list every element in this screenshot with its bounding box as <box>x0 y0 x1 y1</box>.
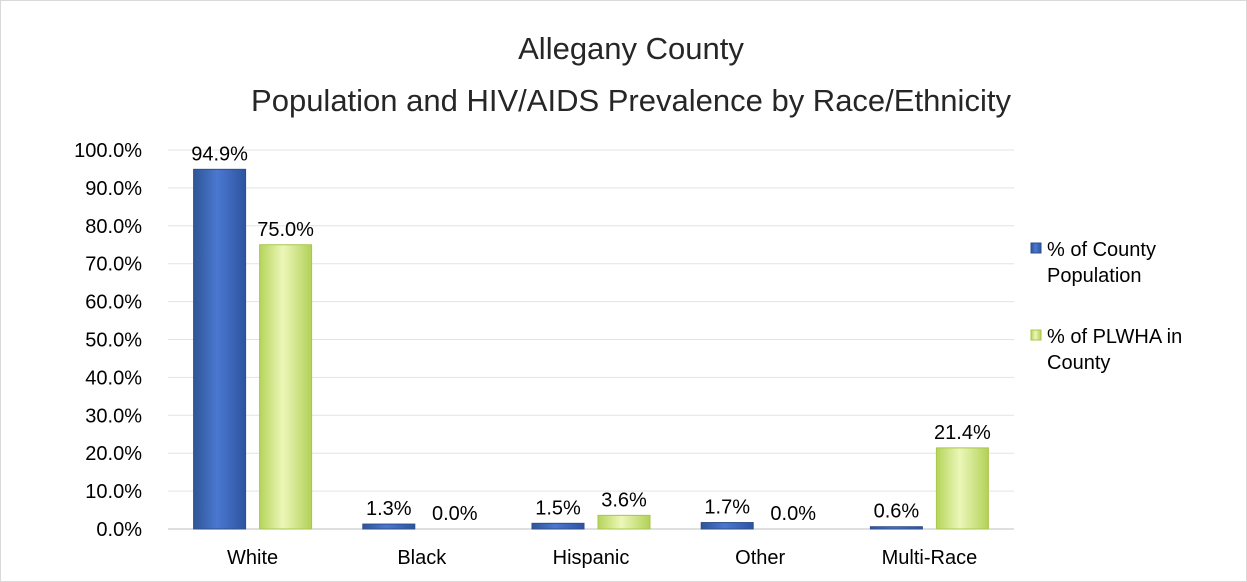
y-tick-label: 60.0% <box>85 292 142 314</box>
data-label: 1.7% <box>704 497 750 519</box>
legend-swatch <box>1030 242 1042 254</box>
legend-label: % of County <box>1047 239 1156 261</box>
legend-label: County <box>1047 352 1110 374</box>
bar-county-population-black <box>362 523 416 530</box>
y-tick-label: 10.0% <box>85 481 142 503</box>
legend-label: Population <box>1047 265 1142 287</box>
legend: % of County Population % of PLWHA in County <box>1030 239 1182 374</box>
bar-plwha-multi-race <box>935 447 989 530</box>
bar-plwha-hispanic <box>597 514 651 530</box>
x-category-label: White <box>227 547 278 569</box>
chart-subtitle: Population and HIV/AIDS Prevalence by Ra… <box>251 83 1011 118</box>
legend-label: % of PLWHA in <box>1047 326 1182 348</box>
data-label: 1.3% <box>366 498 412 520</box>
data-label: 21.4% <box>934 422 991 444</box>
x-axis-categories: White Black Hispanic Other Multi-Race <box>227 547 977 569</box>
bars <box>193 168 989 530</box>
bar-county-population-white <box>193 168 247 530</box>
x-category-label: Black <box>397 547 447 569</box>
data-label: 0.0% <box>770 503 816 525</box>
data-label: 94.9% <box>191 143 248 165</box>
y-axis-ticks: 0.0% 10.0% 20.0% 30.0% 40.0% 50.0% 60.0% 70.0% 8… <box>74 140 142 541</box>
x-category-label: Multi-Race <box>882 547 978 569</box>
x-category-label: Other <box>735 547 785 569</box>
bar-county-population-hispanic <box>531 522 585 530</box>
y-tick-label: 0.0% <box>96 519 142 541</box>
y-tick-label: 70.0% <box>85 254 142 276</box>
data-label: 0.0% <box>432 503 478 525</box>
data-label: 0.6% <box>874 501 920 523</box>
data-label: 75.0% <box>257 219 314 241</box>
y-tick-label: 90.0% <box>85 178 142 200</box>
y-tick-label: 100.0% <box>74 140 142 162</box>
y-tick-label: 20.0% <box>85 443 142 465</box>
y-tick-label: 80.0% <box>85 216 142 238</box>
data-label: 3.6% <box>601 489 647 511</box>
y-tick-label: 50.0% <box>85 330 142 352</box>
x-category-label: Hispanic <box>553 547 630 569</box>
data-labels: 94.9% 75.0% 1.3% 0.0% 1.5% 3.6% 1.7% 0.0% 0.6% 21… <box>191 143 991 525</box>
y-tick-label: 30.0% <box>85 405 142 427</box>
chart-title: Allegany County <box>518 31 744 66</box>
y-tick-label: 40.0% <box>85 367 142 389</box>
bar-county-population-other <box>700 522 754 530</box>
bar-plwha-white <box>259 244 313 530</box>
bar-county-population-multi-race <box>869 526 923 530</box>
data-label: 1.5% <box>535 497 581 519</box>
legend-swatch <box>1030 329 1042 341</box>
